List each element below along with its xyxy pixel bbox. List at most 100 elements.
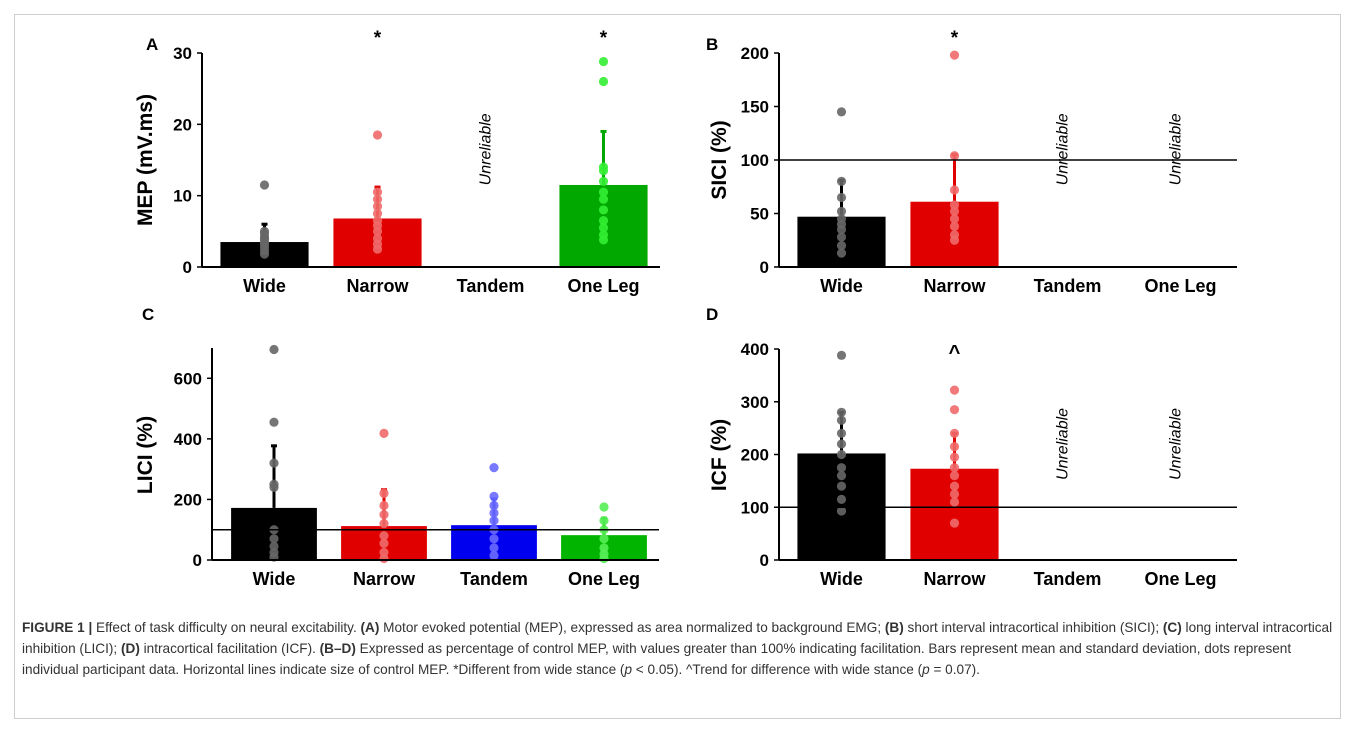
unreliable-label: Unreliable xyxy=(478,113,495,185)
x-tick-label: Narrow xyxy=(923,276,986,296)
y-axis-title: SICI (%) xyxy=(708,120,731,199)
data-point xyxy=(949,441,960,452)
y-tick-label: 50 xyxy=(750,205,769,224)
data-point xyxy=(489,491,499,501)
figure-chart-area: A MEP (mV.ms) 0 10 20 30 Wide * Narrow Unreliable… xyxy=(134,28,1237,589)
data-point xyxy=(949,518,960,528)
data-point xyxy=(949,452,960,462)
data-point xyxy=(259,180,270,190)
significance-marker: ^ xyxy=(949,342,961,364)
data-point xyxy=(949,185,960,195)
data-point xyxy=(598,56,609,67)
x-tick-label: Narrow xyxy=(346,276,409,296)
y-tick-label: 100 xyxy=(741,151,769,170)
panel-d: D ICF (%) 0 100 200 300 400 Wide ^ Narrow Unreliab… xyxy=(706,305,1237,589)
panel-label: C xyxy=(142,305,154,324)
data-point xyxy=(489,534,499,544)
caption-a-label: (A) xyxy=(360,620,380,635)
unreliable-label: Unreliable xyxy=(1168,408,1185,480)
data-point xyxy=(836,192,847,203)
data-point xyxy=(949,206,960,216)
data-point xyxy=(379,547,389,558)
data-point xyxy=(949,405,960,415)
data-point xyxy=(269,417,279,427)
data-point xyxy=(949,221,960,231)
caption-p1-symbol: p xyxy=(624,662,633,677)
x-tick-label: Tandem xyxy=(457,276,525,296)
x-tick-label: One Leg xyxy=(1144,276,1216,296)
data-point xyxy=(379,488,389,498)
data-point xyxy=(836,241,847,251)
x-tick-label: One Leg xyxy=(568,569,640,589)
y-axis-title: ICF (%) xyxy=(708,419,731,491)
x-tick-label: Tandem xyxy=(1034,569,1102,589)
panel-b: B SICI (%) 0 50 100 150 200 Wide * Narrow Unreliab… xyxy=(706,28,1237,296)
data-point xyxy=(372,208,383,219)
data-point xyxy=(949,50,960,60)
data-point xyxy=(489,508,499,518)
data-point xyxy=(836,350,847,360)
caption-b-label: (B) xyxy=(884,620,904,635)
panel-c: C LICI (%) 0 200 400 600 Wide Narrow Tandem One L… xyxy=(134,305,659,589)
y-tick-label: 200 xyxy=(174,490,202,509)
y-tick-label: 200 xyxy=(741,44,769,63)
unreliable-label: Unreliable xyxy=(1168,113,1185,185)
data-point xyxy=(489,550,499,561)
panel-label: A xyxy=(146,35,158,54)
data-point xyxy=(598,176,609,186)
data-point xyxy=(379,519,389,529)
caption-c-text: long interval intracortical inhibition (… xyxy=(22,620,1333,656)
data-point xyxy=(372,201,383,211)
y-tick-label: 100 xyxy=(741,498,769,517)
figure-caption: FIGURE 1 | Effect of task difficulty on … xyxy=(22,617,1342,680)
y-tick-label: 400 xyxy=(174,430,202,449)
data-point xyxy=(372,194,383,204)
data-point xyxy=(598,223,609,233)
y-tick-label: 300 xyxy=(741,393,769,412)
y-tick-label: 400 xyxy=(741,340,769,359)
data-point xyxy=(489,543,499,553)
caption-a-text: Motor evoked potential (MEP), expressed … xyxy=(379,620,885,635)
data-point xyxy=(379,531,389,541)
data-point xyxy=(598,216,609,226)
data-point xyxy=(598,187,609,197)
y-tick-label: 0 xyxy=(760,551,769,570)
data-point xyxy=(836,248,847,258)
data-point xyxy=(372,233,383,244)
panel-a: A MEP (mV.ms) 0 10 20 30 Wide * Narrow Unreliable… xyxy=(134,28,660,296)
significance-marker: * xyxy=(951,28,959,49)
x-tick-label: Wide xyxy=(820,569,863,589)
y-axis-title: MEP (mV.ms) xyxy=(134,94,157,226)
data-point xyxy=(836,232,847,242)
data-point xyxy=(489,500,499,511)
data-point xyxy=(598,194,609,204)
y-tick-label: 30 xyxy=(173,44,192,63)
data-point xyxy=(379,500,389,511)
data-point xyxy=(836,206,847,216)
caption-intro: Effect of task difficulty on neural exci… xyxy=(92,620,361,635)
data-point xyxy=(836,439,847,449)
panel-label: D xyxy=(706,305,718,324)
data-point xyxy=(949,471,960,481)
panel-label: B xyxy=(706,35,718,54)
y-tick-label: 0 xyxy=(183,258,192,277)
x-tick-label: Tandem xyxy=(460,569,528,589)
y-tick-label: 10 xyxy=(173,187,192,206)
data-point xyxy=(836,471,847,481)
y-axis-title: LICI (%) xyxy=(134,416,157,494)
data-point xyxy=(489,463,499,473)
data-point xyxy=(836,407,847,417)
data-point xyxy=(836,449,847,460)
data-point xyxy=(949,428,960,438)
x-tick-label: Narrow xyxy=(923,569,986,589)
data-point xyxy=(379,509,389,520)
data-point xyxy=(599,502,609,512)
x-tick-label: One Leg xyxy=(567,276,639,296)
y-tick-label: 0 xyxy=(760,258,769,277)
x-tick-label: One Leg xyxy=(1144,569,1216,589)
y-tick-label: 600 xyxy=(174,369,202,388)
data-point xyxy=(949,497,960,507)
data-point xyxy=(949,481,960,491)
data-point xyxy=(836,107,847,117)
y-tick-label: 150 xyxy=(741,98,769,117)
